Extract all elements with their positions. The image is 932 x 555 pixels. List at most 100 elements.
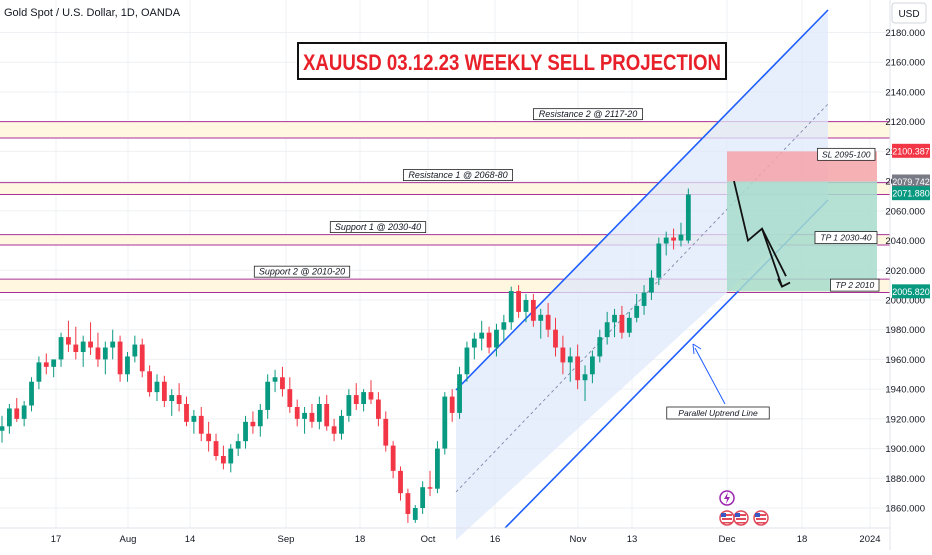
price-axis: 1860.000 1880.000 1900.000 1920.000 1940.000… [885, 28, 930, 515]
candle-body [331, 426, 337, 434]
title-box-border [297, 42, 727, 80]
candle-body [51, 359, 57, 367]
candle-body [302, 412, 307, 419]
symbol-title: Gold Spot / U.S. Dollar, 1D, OANDA [4, 7, 181, 19]
candle-body [272, 377, 278, 382]
us-flag-event-icon[interactable] [753, 510, 769, 526]
channel-annotation-box [666, 406, 770, 420]
candle-body [80, 341, 86, 352]
candle-body [102, 347, 108, 360]
candle-body [641, 292, 647, 306]
candle-body [353, 395, 359, 404]
time-tick-label: Sep [278, 534, 295, 545]
time-tick-label: 14 [185, 534, 196, 545]
us-flag-event-icon[interactable] [719, 510, 735, 526]
candle-body [383, 418, 389, 446]
candle-body [110, 341, 116, 348]
price-tick-label: 1860.000 [885, 504, 925, 515]
candle-body [612, 314, 617, 323]
time-tick-label: Aug [120, 534, 137, 545]
candle-body [516, 291, 521, 312]
candle-body [479, 332, 485, 339]
candle-body [390, 445, 396, 471]
price-axis-panel [890, 0, 932, 550]
stop-loss-label-box [817, 147, 876, 161]
price-tick-label: 1900.000 [885, 444, 925, 455]
candle-body [66, 337, 71, 345]
candle-body [685, 194, 691, 241]
candle-body [412, 508, 418, 520]
chart-title: XAUUSD 03.12.23 WEEKLY SELL PROJECTION [303, 50, 721, 75]
time-tick-label: 18 [797, 534, 808, 545]
price-tick-label: 1980.000 [885, 325, 925, 336]
channel-upper-line[interactable] [455, 9, 829, 391]
price-tick-label: 2140.000 [885, 87, 925, 98]
candle-body [250, 421, 256, 427]
level-label: Support 1 @ 2030-40 [329, 221, 427, 233]
time-tick-label: 2024 [859, 534, 880, 545]
candle-body [339, 415, 344, 434]
candle-body [420, 487, 426, 509]
candle-body [405, 493, 411, 514]
event-icons[interactable] [719, 490, 769, 526]
candle-body [73, 344, 79, 352]
level-label-box [533, 108, 644, 121]
tp1-label: TP 1 2030-40 [814, 231, 878, 244]
level-zone-fill [0, 182, 890, 195]
candle-body [36, 362, 42, 382]
candle-body [530, 299, 536, 321]
candle-body [649, 277, 654, 293]
candle-body [58, 337, 64, 360]
currency-button[interactable] [891, 2, 927, 24]
trade-box[interactable]: SL 2095-100 TP 1 2030-40 TP 2 2010 [727, 147, 880, 292]
level-label-text: Resistance 2 @ 2117-20 [539, 109, 638, 119]
candle-body [464, 347, 470, 375]
candle-body [597, 337, 603, 357]
candle-body [671, 237, 676, 241]
tp2-label-text: TP 2 2010 [835, 280, 874, 290]
price-tick-label: 2060.000 [885, 206, 925, 217]
candle-body [228, 448, 234, 464]
price-tag-text: 2079.742 [892, 177, 930, 187]
us-flag-event-icon[interactable] [733, 510, 749, 526]
price-tag-text: 2100.387 [892, 146, 930, 156]
candle-body [206, 433, 212, 442]
candle-body [678, 234, 684, 241]
candle-body [494, 329, 499, 348]
stop-loss-label-text: SL 2095-100 [822, 149, 871, 159]
time-tick-label: Nov [570, 534, 587, 545]
level-label-box [253, 265, 351, 278]
tp1-label-text: TP 1 2030-40 [820, 233, 871, 243]
level-label-text: Support 2 @ 2010-20 [259, 267, 345, 277]
candle-body [435, 448, 440, 489]
time-tick-label: 18 [355, 534, 366, 545]
price-tick-label: 2020.000 [885, 266, 925, 277]
projection-arrowhead [777, 278, 791, 288]
level-zone-fill [0, 234, 890, 245]
price-tick-label: 2040.000 [885, 236, 925, 247]
candle-body [449, 396, 455, 413]
price-tick-label: 1940.000 [885, 385, 925, 396]
candle-body [590, 356, 595, 375]
projection-title-box: XAUUSD 03.12.23 WEEKLY SELL PROJECTION [297, 42, 727, 80]
candle-body [346, 395, 352, 416]
candle-body [523, 299, 529, 312]
candle-body [184, 404, 189, 422]
price-tick-label: 2180.000 [885, 28, 925, 39]
candle-body [213, 441, 219, 457]
time-tick-label: 13 [627, 534, 638, 545]
projection-arrow [761, 228, 787, 277]
candle-body [154, 381, 160, 393]
candle-body [545, 314, 551, 330]
price-tag-text: 2071.880 [892, 189, 930, 199]
currency-label: USD [898, 9, 919, 20]
price-tag-text: 2005.820 [892, 287, 930, 297]
candle-body [125, 356, 130, 375]
price-tag [892, 174, 930, 189]
candle-body [29, 381, 34, 406]
time-axis: 17 Aug 14 Sep 18 Oct 16 Nov 13 Dec 18 2024 [51, 534, 881, 545]
candle-body [501, 322, 507, 330]
candle-body [0, 426, 5, 431]
